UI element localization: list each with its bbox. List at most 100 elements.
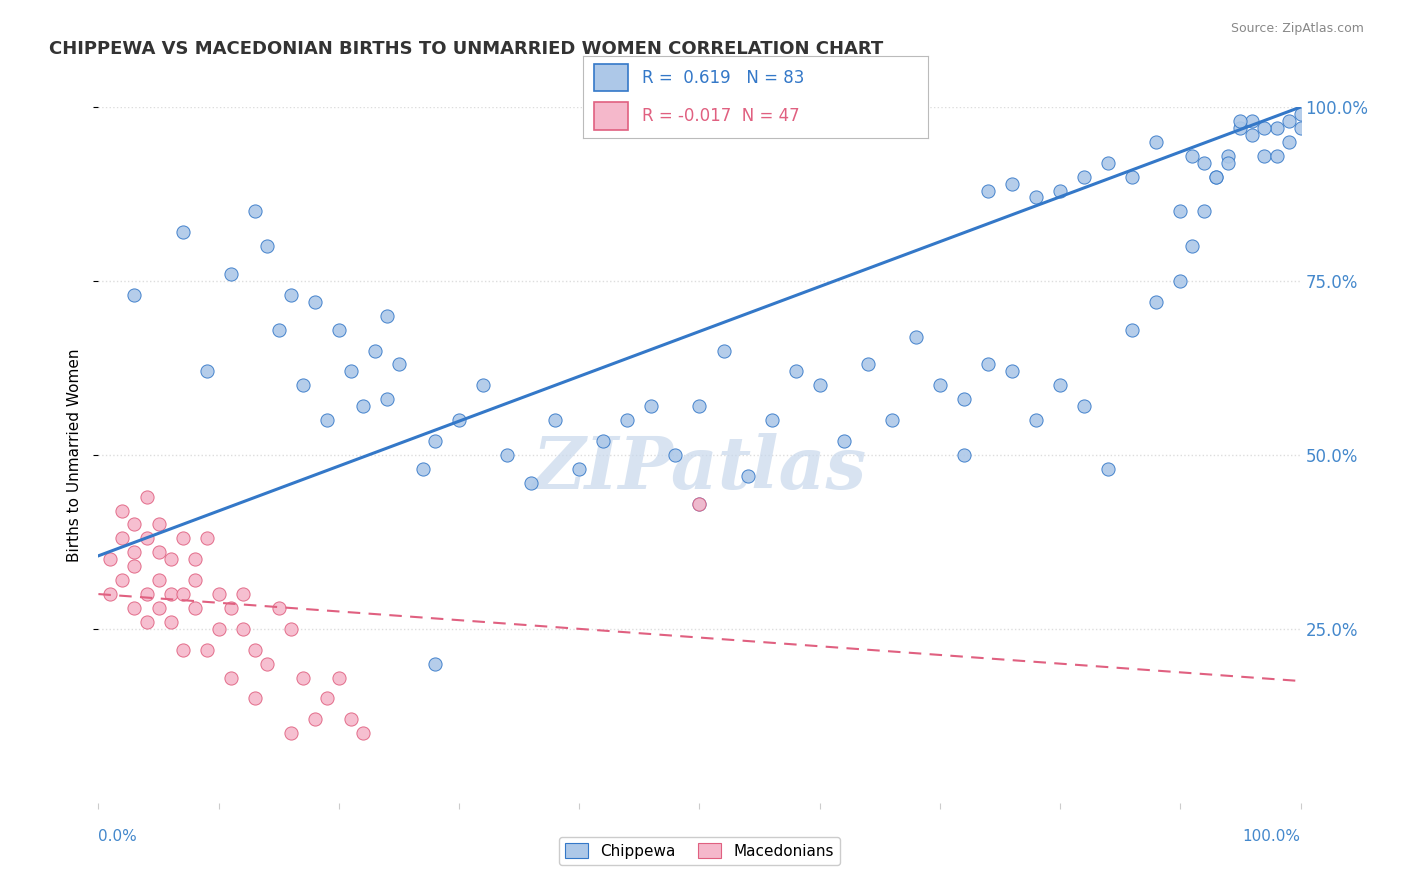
Point xyxy=(267,323,290,337)
Point xyxy=(375,392,398,407)
Point xyxy=(447,413,470,427)
Point xyxy=(159,552,181,566)
Text: R = -0.017  N = 47: R = -0.017 N = 47 xyxy=(643,107,800,125)
Point xyxy=(124,288,146,302)
Point xyxy=(195,364,218,378)
Point xyxy=(159,587,181,601)
Point xyxy=(1049,184,1071,198)
Point xyxy=(352,399,374,413)
Point xyxy=(280,622,302,636)
Text: CHIPPEWA VS MACEDONIAN BIRTHS TO UNMARRIED WOMEN CORRELATION CHART: CHIPPEWA VS MACEDONIAN BIRTHS TO UNMARRI… xyxy=(49,40,883,58)
Point xyxy=(135,532,157,546)
Point xyxy=(183,573,205,587)
FancyBboxPatch shape xyxy=(593,103,628,130)
Point xyxy=(280,288,302,302)
Point xyxy=(977,358,1000,372)
Text: 100.0%: 100.0% xyxy=(1243,829,1301,844)
Point xyxy=(496,448,519,462)
Point xyxy=(1205,169,1227,184)
Point xyxy=(761,413,783,427)
Point xyxy=(785,364,807,378)
Point xyxy=(1170,204,1192,219)
Point xyxy=(713,343,735,358)
Point xyxy=(1205,169,1227,184)
Point xyxy=(208,587,231,601)
Point xyxy=(1121,323,1143,337)
Point xyxy=(1181,239,1204,253)
Point xyxy=(1144,135,1167,149)
Point xyxy=(832,434,855,448)
Legend: Chippewa, Macedonians: Chippewa, Macedonians xyxy=(558,837,841,864)
Point xyxy=(111,503,134,517)
Point xyxy=(135,490,157,504)
Point xyxy=(1073,399,1095,413)
Point xyxy=(1289,107,1312,121)
Point xyxy=(135,587,157,601)
Point xyxy=(256,657,278,671)
Text: 0.0%: 0.0% xyxy=(98,829,138,844)
Point xyxy=(1170,274,1192,288)
Point xyxy=(315,691,337,706)
Point xyxy=(1241,114,1264,128)
Point xyxy=(664,448,686,462)
Point xyxy=(423,434,446,448)
Point xyxy=(1241,128,1264,142)
Point xyxy=(267,601,290,615)
Point xyxy=(880,413,903,427)
Text: ZIPatlas: ZIPatlas xyxy=(533,434,866,504)
Point xyxy=(340,712,363,726)
Point xyxy=(808,378,831,392)
Point xyxy=(291,671,314,685)
Point xyxy=(124,601,146,615)
Point xyxy=(195,642,218,657)
Point xyxy=(737,468,759,483)
Point xyxy=(219,671,242,685)
Point xyxy=(243,642,266,657)
Point xyxy=(1121,169,1143,184)
FancyBboxPatch shape xyxy=(593,63,628,92)
Point xyxy=(172,642,194,657)
Point xyxy=(953,392,976,407)
Point xyxy=(1049,378,1071,392)
Point xyxy=(364,343,387,358)
Point xyxy=(148,573,170,587)
Point xyxy=(1097,462,1119,476)
Point xyxy=(304,294,326,309)
Point xyxy=(232,622,254,636)
Point xyxy=(124,559,146,574)
Point xyxy=(172,532,194,546)
Point xyxy=(1144,294,1167,309)
Point xyxy=(472,378,495,392)
Point xyxy=(183,601,205,615)
Point xyxy=(148,545,170,559)
Point xyxy=(172,587,194,601)
Point xyxy=(219,601,242,615)
Point xyxy=(243,691,266,706)
Point xyxy=(1289,120,1312,135)
Point xyxy=(1025,190,1047,204)
Point xyxy=(1194,204,1216,219)
Point xyxy=(544,413,567,427)
Point xyxy=(1218,149,1240,163)
Point xyxy=(111,532,134,546)
Point xyxy=(291,378,314,392)
Point xyxy=(195,532,218,546)
Point xyxy=(1265,120,1288,135)
Point xyxy=(1218,155,1240,169)
Point xyxy=(280,726,302,740)
Point xyxy=(689,497,711,511)
Point xyxy=(904,329,927,343)
Point xyxy=(1001,364,1024,378)
Point xyxy=(1181,149,1204,163)
Point xyxy=(1277,135,1299,149)
Point xyxy=(953,448,976,462)
Point xyxy=(1073,169,1095,184)
Point xyxy=(100,552,122,566)
Point xyxy=(328,671,350,685)
Point xyxy=(388,358,411,372)
Point xyxy=(640,399,662,413)
Point xyxy=(689,399,711,413)
Point xyxy=(352,726,374,740)
Text: R =  0.619   N = 83: R = 0.619 N = 83 xyxy=(643,69,804,87)
Point xyxy=(328,323,350,337)
